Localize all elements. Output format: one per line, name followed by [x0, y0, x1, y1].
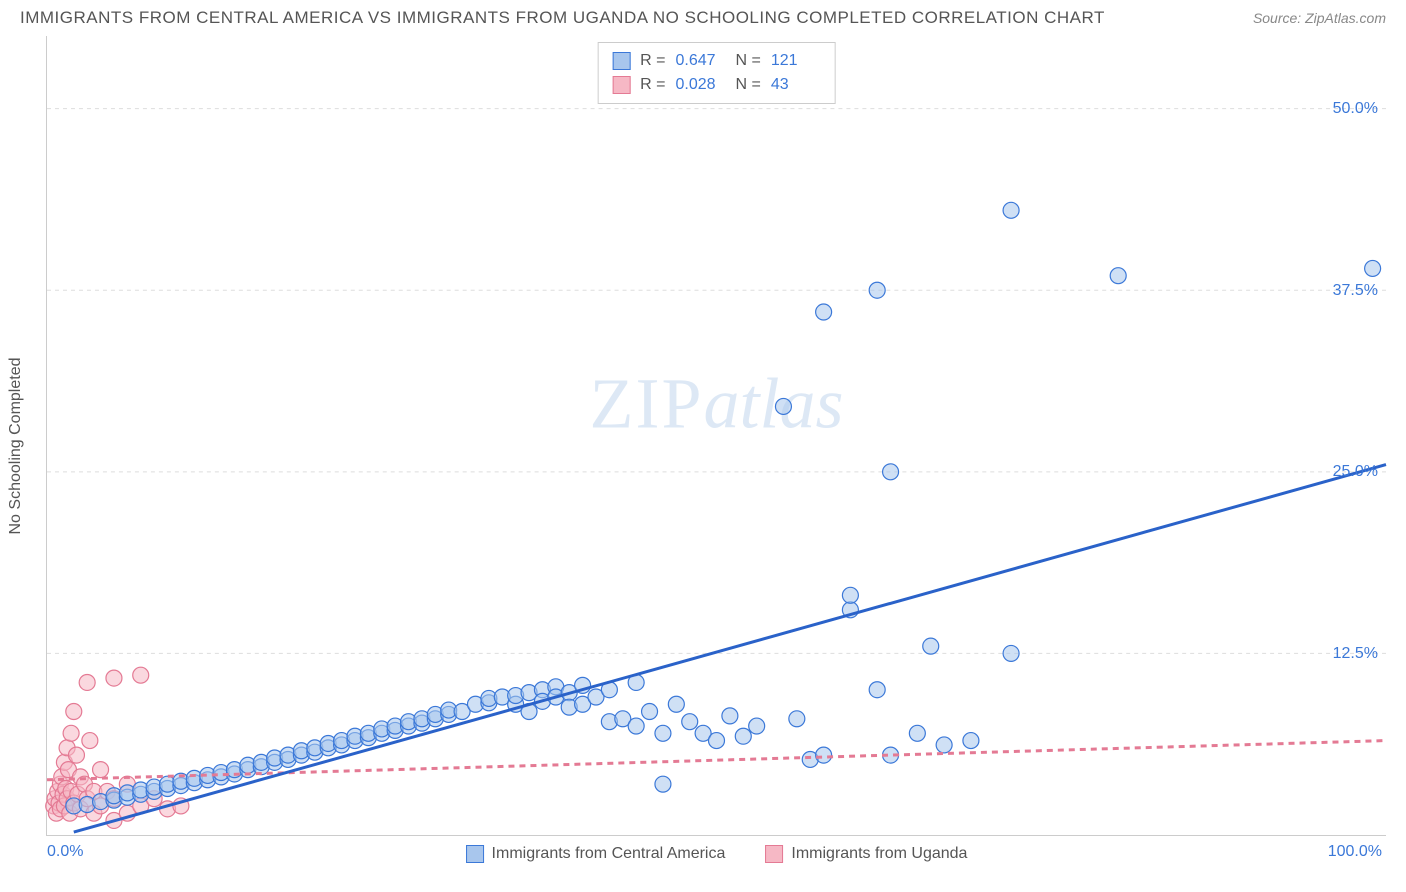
legend-item-blue: Immigrants from Central America — [466, 845, 726, 863]
stats-row-blue: R = 0.647 N = 121 — [612, 49, 821, 73]
n-value-pink: 43 — [771, 73, 821, 97]
r-value-blue: 0.647 — [676, 49, 726, 73]
x-tick-min: 0.0% — [47, 843, 83, 861]
legend-item-pink: Immigrants from Uganda — [765, 845, 967, 863]
y-axis-title: No Schooling Completed — [7, 358, 25, 535]
y-tick-label: 12.5% — [1333, 645, 1378, 663]
legend-label-blue: Immigrants from Central America — [492, 845, 726, 863]
y-tick-label: 25.0% — [1333, 463, 1378, 481]
swatch-pink-icon — [612, 76, 630, 94]
y-tick-label: 37.5% — [1333, 282, 1378, 300]
chart-title: IMMIGRANTS FROM CENTRAL AMERICA VS IMMIG… — [20, 8, 1105, 28]
swatch-blue-icon — [466, 845, 484, 863]
legend-label-pink: Immigrants from Uganda — [791, 845, 967, 863]
stats-row-pink: R = 0.028 N = 43 — [612, 73, 821, 97]
r-value-pink: 0.028 — [676, 73, 726, 97]
n-value-blue: 121 — [771, 49, 821, 73]
y-tick-label: 50.0% — [1333, 100, 1378, 118]
scatter-svg — [47, 36, 1386, 835]
x-tick-max: 100.0% — [1328, 843, 1382, 861]
source-label: Source: ZipAtlas.com — [1253, 10, 1386, 26]
swatch-pink-icon — [765, 845, 783, 863]
bottom-legend: Immigrants from Central America Immigran… — [466, 845, 968, 863]
chart-plot-area: ZIPatlas 12.5%25.0%37.5%50.0% 0.0% 100.0… — [46, 36, 1386, 836]
stats-legend: R = 0.647 N = 121 R = 0.028 N = 43 — [597, 42, 836, 104]
swatch-blue-icon — [612, 52, 630, 70]
